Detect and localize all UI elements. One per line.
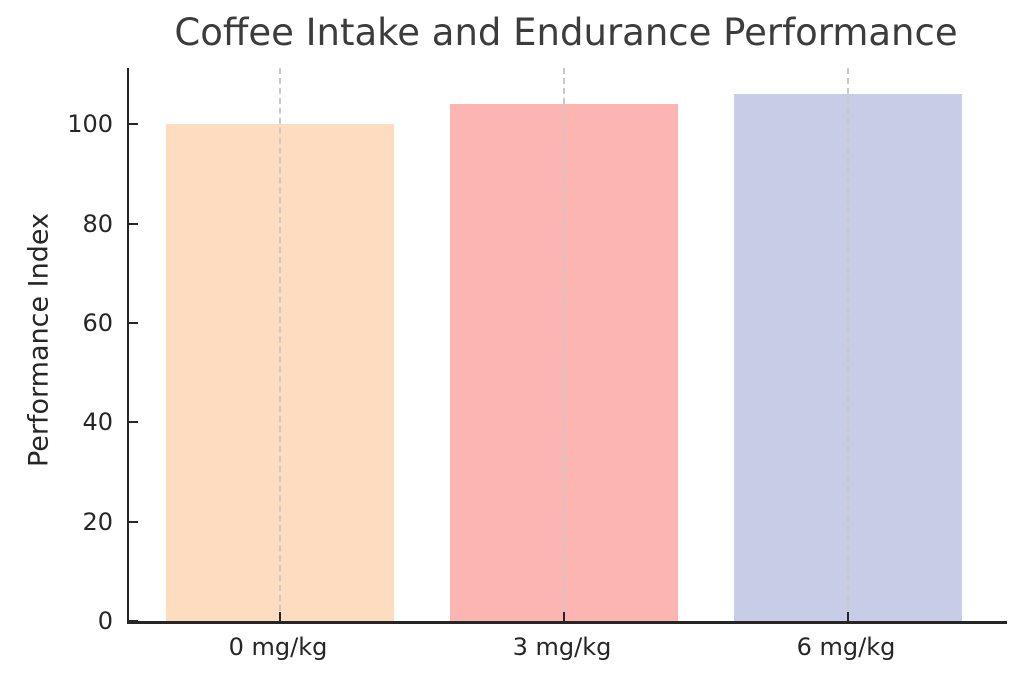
chart-title: Coffee Intake and Endurance Performance bbox=[174, 11, 958, 54]
y-tick-label: 40 bbox=[82, 408, 113, 437]
y-tick-label: 20 bbox=[82, 507, 113, 536]
y-tick bbox=[129, 222, 138, 225]
y-tick bbox=[129, 123, 138, 126]
plot-area bbox=[127, 68, 1007, 624]
x-tick-label: 6 mg/kg bbox=[796, 633, 896, 661]
y-tick bbox=[129, 520, 138, 523]
x-tick bbox=[563, 612, 565, 621]
gridline bbox=[563, 68, 565, 621]
y-tick-label: 60 bbox=[82, 308, 113, 337]
y-tick bbox=[129, 421, 138, 424]
y-tick-label: 80 bbox=[82, 209, 113, 238]
x-tick-label: 0 mg/kg bbox=[228, 633, 328, 661]
y-tick-label: 0 bbox=[97, 607, 113, 635]
gridline bbox=[279, 68, 281, 621]
x-tick bbox=[847, 612, 849, 621]
gridline bbox=[847, 68, 849, 621]
x-tick bbox=[279, 612, 281, 621]
y-tick bbox=[129, 620, 138, 622]
x-tick-label: 3 mg/kg bbox=[512, 633, 612, 661]
y-tick bbox=[129, 321, 138, 324]
y-tick-label: 100 bbox=[67, 110, 113, 139]
